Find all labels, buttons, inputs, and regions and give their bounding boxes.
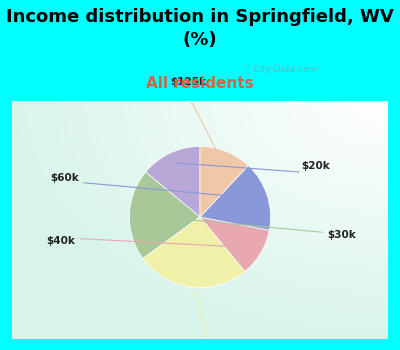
Text: $125k: $125k — [170, 77, 206, 87]
Wedge shape — [200, 166, 270, 230]
Text: $40k: $40k — [46, 237, 75, 246]
Wedge shape — [200, 146, 248, 217]
Text: $20k: $20k — [301, 161, 330, 171]
Wedge shape — [143, 217, 245, 288]
Text: $30k: $30k — [328, 230, 356, 240]
Wedge shape — [146, 146, 200, 217]
Wedge shape — [130, 172, 200, 258]
Text: All residents: All residents — [146, 76, 254, 91]
Text: ⓘ City-Data.com: ⓘ City-Data.com — [245, 65, 318, 74]
Text: $60k: $60k — [50, 173, 79, 183]
Text: Income distribution in Springfield, WV
(%): Income distribution in Springfield, WV (… — [6, 8, 394, 49]
Wedge shape — [200, 217, 269, 271]
